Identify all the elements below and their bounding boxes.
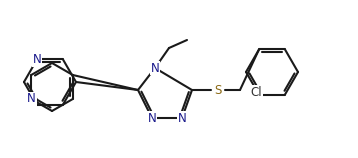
Text: Cl: Cl (250, 86, 262, 99)
Text: N: N (178, 112, 187, 125)
Text: N: N (33, 53, 42, 66)
Text: N: N (27, 92, 35, 106)
Text: N: N (151, 61, 159, 75)
Text: S: S (214, 83, 222, 97)
Text: N: N (147, 112, 156, 125)
